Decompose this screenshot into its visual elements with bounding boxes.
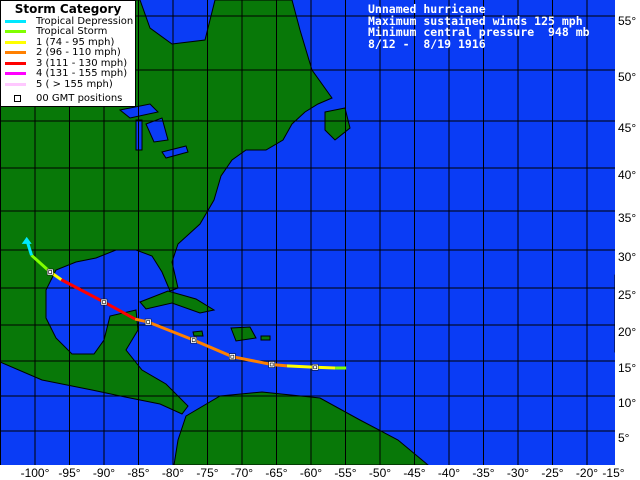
legend-swatch xyxy=(5,30,26,34)
storm-track xyxy=(21,236,347,371)
gmt-position-marker xyxy=(100,298,108,306)
legend-item: 3 (111 - 130 mph) xyxy=(1,58,135,69)
legend-label: 5 ( > 155 mph) xyxy=(36,78,113,90)
longitude-label: -80° xyxy=(161,466,185,480)
legend-label: Tropical Storm xyxy=(36,26,108,38)
longitude-label: -65° xyxy=(265,466,288,480)
longitude-label: -25° xyxy=(541,466,564,480)
gmt-position-marker-inner xyxy=(230,354,235,359)
legend-label: 4 (131 - 155 mph) xyxy=(36,68,128,80)
latitude-label: 50° xyxy=(618,70,637,84)
longitude-label: -35° xyxy=(472,466,495,480)
legend-item: 2 (96 - 110 mph) xyxy=(1,47,135,59)
track-arrow-icon xyxy=(21,236,32,244)
gmt-position-marker-inner xyxy=(191,338,196,342)
right-margin xyxy=(615,0,640,480)
longitude-label: -20° xyxy=(575,466,599,480)
legend-item: Tropical Storm xyxy=(1,26,135,38)
longitude-label: -15° xyxy=(602,466,625,480)
newfoundland xyxy=(324,107,351,141)
longitude-label: -40° xyxy=(437,466,461,480)
bottom-margin xyxy=(0,465,640,480)
legend-label: 2 (96 - 110 mph) xyxy=(36,47,121,59)
puerto-rico xyxy=(260,335,271,341)
gmt-position-marker xyxy=(46,268,54,276)
legend-item: 4 (131 - 155 mph) xyxy=(1,68,135,80)
legend-label: Tropical Depression xyxy=(36,15,134,27)
longitude-label: -55° xyxy=(334,466,357,480)
legend-item: 5 ( > 155 mph) xyxy=(1,79,135,90)
longitude-label: -30° xyxy=(506,466,530,480)
min-pressure: Minimum central pressure 948 mb xyxy=(368,25,590,39)
longitude-label: -70° xyxy=(230,466,254,480)
longitude-label: -75° xyxy=(196,466,219,480)
longitude-label: -100° xyxy=(20,466,50,480)
south-america xyxy=(173,391,430,466)
latitude-label: 30° xyxy=(618,250,637,264)
legend-swatch xyxy=(5,40,26,44)
latitude-label: 5° xyxy=(618,431,630,445)
longitude-label: -85° xyxy=(127,466,150,480)
latitude-label: 45° xyxy=(618,121,637,135)
hispaniola xyxy=(230,326,257,342)
gmt-position-marker xyxy=(311,364,319,371)
gmt-position-marker xyxy=(268,361,275,368)
latitude-label: 40° xyxy=(618,168,637,182)
square-marker-icon xyxy=(14,95,21,103)
gmt-position-marker xyxy=(190,336,197,344)
legend-label: 1 (74 - 95 mph) xyxy=(36,36,115,48)
storm-name: Unnamed hurricane xyxy=(368,2,486,16)
gmt-position-marker-inner xyxy=(102,300,106,304)
legend-swatch xyxy=(5,82,26,86)
latitude-label: 25° xyxy=(618,288,637,302)
latitude-label: 35° xyxy=(618,211,637,225)
gmt-position-marker xyxy=(229,353,236,360)
longitude-label: -50° xyxy=(368,466,392,480)
gmt-position-marker-inner xyxy=(269,362,274,367)
legend: Storm Category Tropical Depression Tropic… xyxy=(0,0,136,107)
legend-swatch xyxy=(5,51,26,55)
legend-label: 3 (111 - 130 mph) xyxy=(36,57,128,69)
legend-swatch xyxy=(5,19,26,23)
legend-swatch xyxy=(5,72,26,76)
legend-item: 1 (74 - 95 mph) xyxy=(1,37,135,48)
gmt-position-marker-inner xyxy=(48,270,52,274)
latitude-label: 10° xyxy=(618,396,637,410)
latitude-label: 55° xyxy=(618,14,637,28)
legend-positions: 00 GMT positions xyxy=(1,93,135,105)
date-range: 8/12 - 8/19 1916 xyxy=(368,36,486,51)
latitude-label: 15° xyxy=(618,361,637,375)
jamaica xyxy=(192,330,204,337)
latitude-label: 20° xyxy=(618,325,637,339)
gmt-position-marker-inner xyxy=(146,320,150,324)
longitude-label: -60° xyxy=(299,466,323,480)
legend-positions-label: 00 GMT positions xyxy=(36,93,123,105)
gmt-position-marker xyxy=(144,318,152,326)
legend-title: Storm Category xyxy=(14,2,122,16)
longitude-label: -95° xyxy=(58,466,81,480)
longitude-label: -90° xyxy=(92,466,116,480)
legend-swatch xyxy=(5,61,26,65)
legend-item: Tropical Depression xyxy=(1,16,135,27)
gmt-position-marker-inner xyxy=(313,365,317,370)
storm-info: Unnamed hurricane Maximum sustained winds… xyxy=(368,2,590,51)
longitude-label: -45° xyxy=(403,466,426,480)
max-winds: Maximum sustained winds 125 mph xyxy=(368,13,583,28)
